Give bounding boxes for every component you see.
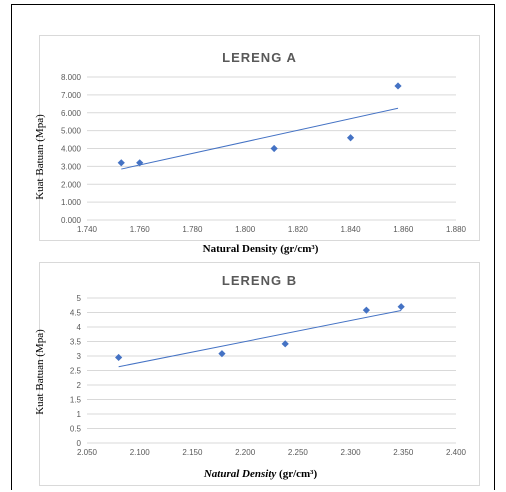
data-point	[394, 82, 402, 90]
data-point	[115, 353, 123, 362]
y-tick-label: 2.000	[61, 180, 82, 189]
y-tick-label: 4.000	[61, 145, 82, 154]
y-tick-label: 8.000	[61, 73, 82, 82]
x-tick-label: 2.250	[288, 448, 309, 457]
x-tick-label: 1.860	[393, 225, 414, 234]
chart-panel-lereng-b: LERENG B 0 0.5 1 1.5 2 2.5 3 3.5 4 4.5 5 2.050 2.100…	[39, 262, 480, 486]
x-tick-label: 1.820	[288, 225, 309, 234]
chart-a-plot: 0.000 1.000 2.000 3.000 4.000 5.000 6.000 7.000…	[61, 73, 467, 234]
data-point	[362, 306, 370, 314]
x-tick-label: 2.150	[182, 448, 203, 457]
x-tick-label: 2.200	[235, 448, 256, 457]
data-point	[117, 159, 125, 167]
x-axis-label-a: Natural Density (gr/cm³)	[202, 243, 319, 255]
x-tick-label: 1.880	[446, 225, 467, 234]
data-point	[136, 159, 144, 167]
x-tick-label: 2.100	[130, 448, 151, 457]
y-tick-label: 7.000	[61, 91, 82, 100]
y-tick-label: 2.5	[70, 367, 82, 376]
x-tick-label: 2.350	[393, 448, 414, 457]
x-tick-label: 1.800	[235, 225, 256, 234]
y-tick-label: 1.000	[61, 198, 82, 207]
x-tick-label: 1.840	[341, 225, 362, 234]
y-tick-label: 3	[77, 352, 82, 361]
x-tick-label: 1.760	[130, 225, 151, 234]
y-tick-label: 2	[77, 381, 82, 390]
trendline	[118, 309, 402, 368]
x-axis-label-b-italic: Natural Density	[203, 468, 277, 480]
x-axis-label-b-unit: (gr/cm³)	[276, 468, 318, 480]
x-tick-label: 1.780	[182, 225, 203, 234]
chart-b-plot: 0 0.5 1 1.5 2 2.5 3 3.5 4 4.5 5 2.050 2.100 2.150 2.20…	[70, 294, 467, 457]
chart-title-a: LERENG A	[222, 50, 297, 65]
y-tick-label: 0	[77, 439, 82, 448]
y-axis-label-a: Kuat Batuan (Mpa)	[34, 114, 46, 200]
y-tick-label: 1.5	[70, 396, 82, 405]
y-tick-label: 3.000	[61, 162, 82, 171]
chart-title-b: LERENG B	[221, 273, 298, 288]
y-tick-label: 4.5	[70, 309, 82, 318]
y-tick-label: 5.000	[61, 127, 82, 136]
x-tick-label: 1.740	[77, 225, 98, 234]
y-tick-label: 4	[77, 323, 82, 332]
x-tick-label: 2.400	[446, 448, 467, 457]
y-tick-label: 3.5	[70, 338, 82, 347]
x-axis-label-b: Natural Density (gr/cm³)	[40, 468, 481, 480]
chart-panel-lereng-a: LERENG A 0.000 1.000 2.000 3.000 4.000 5.000 6…	[39, 35, 480, 255]
x-tick-label: 2.050	[77, 448, 98, 457]
trendline	[121, 107, 399, 170]
data-point	[397, 303, 405, 311]
y-tick-label: 0.000	[61, 216, 82, 225]
y-tick-label: 6.000	[61, 109, 82, 118]
y-axis-label-b: Kuat Batuan (Mpa)	[34, 329, 46, 415]
y-tick-label: 1	[77, 410, 82, 419]
y-tick-label: 5	[77, 294, 82, 303]
y-tick-label: 0.5	[70, 425, 82, 434]
data-point	[346, 134, 355, 142]
x-tick-label: 2.300	[341, 448, 362, 457]
data-point	[270, 144, 278, 153]
